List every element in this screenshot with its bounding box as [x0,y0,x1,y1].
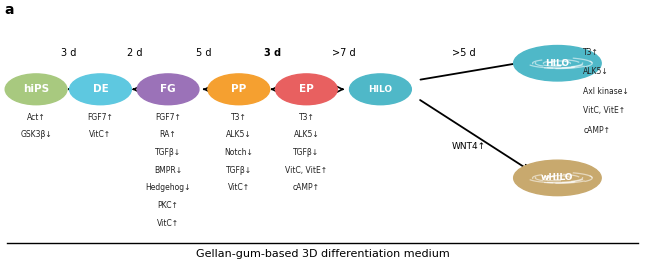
Text: EP: EP [299,84,313,94]
Text: RA↑: RA↑ [160,130,177,139]
Circle shape [513,160,601,196]
Text: PP: PP [231,84,246,94]
Text: >5 d: >5 d [452,48,476,58]
Text: Hedgehog↓: Hedgehog↓ [145,183,191,192]
Text: wHILO: wHILO [541,173,573,182]
Text: T3↑: T3↑ [583,48,599,57]
Text: VitC↑: VitC↑ [157,219,179,228]
Text: a: a [4,3,14,17]
Ellipse shape [208,74,270,105]
Text: HILO: HILO [368,85,393,94]
Text: VitC↑: VitC↑ [228,183,250,192]
Text: VitC↑: VitC↑ [90,130,112,139]
Text: FGF7↑: FGF7↑ [88,112,114,122]
Text: Notch↓: Notch↓ [224,148,253,157]
Text: DE: DE [93,84,108,94]
Text: TGFβ↓: TGFβ↓ [226,166,252,175]
Text: HILO: HILO [546,59,570,68]
Text: GSK3β↓: GSK3β↓ [20,130,52,139]
Text: TGFβ↓: TGFβ↓ [155,148,181,157]
Text: FG: FG [160,84,176,94]
Text: hiPS: hiPS [23,84,49,94]
Text: WNT4↑: WNT4↑ [451,142,485,151]
Ellipse shape [275,74,337,105]
Text: VitC, VitE↑: VitC, VitE↑ [583,106,625,115]
Text: FGF7↑: FGF7↑ [155,112,181,122]
Text: Axl kinase↓: Axl kinase↓ [583,87,629,96]
Text: ALK5↓: ALK5↓ [293,130,319,139]
Text: cAMP↑: cAMP↑ [293,183,320,192]
Text: 3 d: 3 d [61,48,76,58]
Text: T3↑: T3↑ [299,112,314,122]
Text: ALK5↓: ALK5↓ [583,67,609,76]
Text: ALK5↓: ALK5↓ [226,130,252,139]
Ellipse shape [5,74,67,105]
Text: Act↑: Act↑ [26,112,45,122]
Ellipse shape [70,74,132,105]
Text: >7 d: >7 d [332,48,355,58]
Text: 5 d: 5 d [195,48,211,58]
Text: Gellan-gum-based 3D differentiation medium: Gellan-gum-based 3D differentiation medi… [195,249,450,259]
Text: T3↑: T3↑ [231,112,247,122]
Circle shape [513,46,601,81]
Text: 2 d: 2 d [127,48,143,58]
Text: TGFβ↓: TGFβ↓ [293,148,319,157]
Ellipse shape [350,74,412,105]
Text: cAMP↑: cAMP↑ [583,126,610,135]
Ellipse shape [137,74,199,105]
Text: 3 d: 3 d [264,48,281,58]
Text: BMPR↓: BMPR↓ [154,166,182,175]
Text: PKC↑: PKC↑ [157,201,179,210]
Text: VitC, VitE↑: VitC, VitE↑ [285,166,328,175]
